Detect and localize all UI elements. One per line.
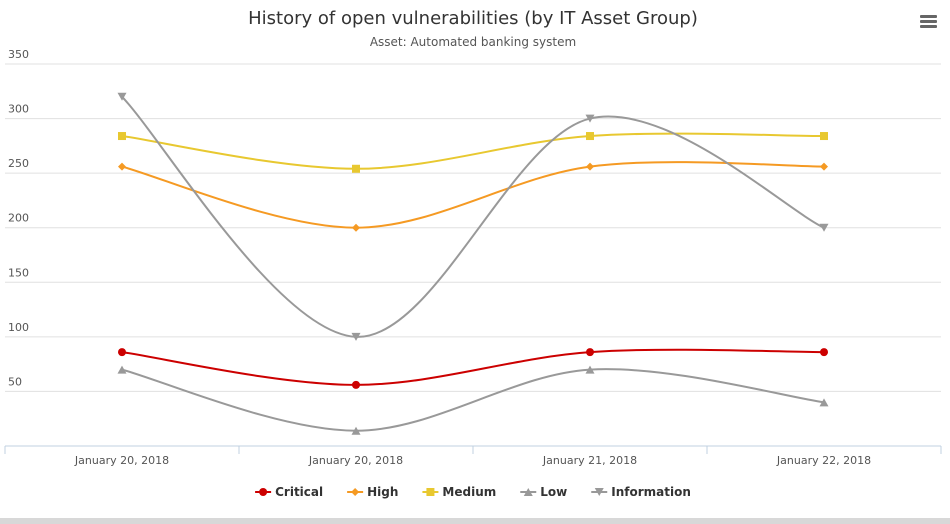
legend: Critical High Medium Low Information (255, 485, 691, 499)
x-tick-label: January 22, 2018 (776, 454, 871, 467)
legend-symbol-information[interactable] (594, 488, 604, 496)
series-line-information (121, 96, 825, 338)
data-point-high[interactable] (586, 162, 594, 171)
y-tick-label: 100 (8, 321, 29, 334)
series-line-high (121, 161, 825, 229)
data-point-critical[interactable] (820, 348, 828, 357)
series-low (117, 365, 829, 435)
data-point-information[interactable] (819, 223, 829, 232)
series-critical (118, 348, 828, 389)
hamburger-menu-icon[interactable] (912, 8, 942, 34)
legend-label: Information (611, 485, 691, 499)
data-point-information[interactable] (351, 332, 361, 341)
data-point-low[interactable] (117, 365, 127, 374)
data-point-medium[interactable] (820, 132, 828, 141)
legend-symbol-medium[interactable] (426, 488, 435, 496)
y-tick-label: 300 (8, 103, 29, 116)
x-tick-label: January 21, 2018 (542, 454, 637, 467)
series-high (118, 161, 828, 232)
y-axis: 50 100 150 200 250 300 350 (8, 48, 29, 388)
legend-item-information[interactable]: Information (591, 485, 691, 499)
legend-label: Medium (442, 485, 496, 499)
legend-symbol-critical[interactable] (259, 488, 268, 496)
data-point-low[interactable] (351, 426, 361, 435)
series-information (117, 92, 829, 341)
data-point-medium[interactable] (118, 132, 126, 141)
data-point-high[interactable] (118, 162, 126, 171)
data-point-medium[interactable] (352, 164, 360, 173)
legend-label: Low (540, 485, 567, 499)
data-point-low[interactable] (819, 398, 829, 407)
plot-area (117, 92, 829, 435)
series-line-critical (121, 348, 825, 386)
legend-label: Critical (275, 485, 323, 499)
data-point-high[interactable] (820, 162, 828, 171)
y-tick-label: 250 (8, 157, 29, 170)
x-tick-label: January 20, 2018 (74, 454, 169, 467)
series-line-medium (121, 132, 825, 170)
data-point-medium[interactable] (586, 132, 594, 141)
data-point-critical[interactable] (352, 380, 360, 389)
legend-symbol-high[interactable] (351, 488, 360, 496)
data-point-information[interactable] (117, 92, 127, 101)
data-point-critical[interactable] (586, 348, 594, 357)
series-medium (118, 132, 828, 173)
bottom-scroll-strip (0, 518, 950, 524)
y-tick-label: 350 (8, 48, 29, 61)
chart-subtitle: Asset: Automated banking system (370, 35, 576, 49)
x-axis: January 20, 2018 January 20, 2018 January … (4, 445, 942, 467)
chart-title: History of open vulnerabilities (by IT A… (248, 8, 698, 29)
series-line-low (121, 368, 825, 432)
x-tick-label: January 20, 2018 (308, 454, 403, 467)
data-point-critical[interactable] (118, 348, 126, 357)
data-point-information[interactable] (585, 114, 595, 123)
legend-item-critical[interactable]: Critical (255, 485, 323, 499)
y-tick-label: 200 (8, 212, 29, 225)
legend-symbol-low[interactable] (523, 488, 533, 496)
y-tick-label: 50 (8, 375, 22, 388)
data-point-low[interactable] (585, 365, 595, 374)
data-point-high[interactable] (352, 223, 360, 232)
legend-item-medium[interactable]: Medium (422, 485, 496, 499)
legend-label: High (367, 485, 398, 499)
legend-item-low[interactable]: Low (520, 485, 567, 499)
grid-lines (5, 63, 941, 392)
y-tick-label: 150 (8, 266, 29, 279)
legend-item-high[interactable]: High (347, 485, 398, 499)
